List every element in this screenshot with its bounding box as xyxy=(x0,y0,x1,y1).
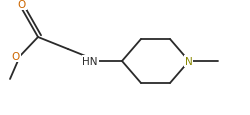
Text: O: O xyxy=(12,52,20,61)
Text: O: O xyxy=(18,0,26,10)
Text: HN: HN xyxy=(82,56,98,66)
Text: N: N xyxy=(184,56,192,66)
